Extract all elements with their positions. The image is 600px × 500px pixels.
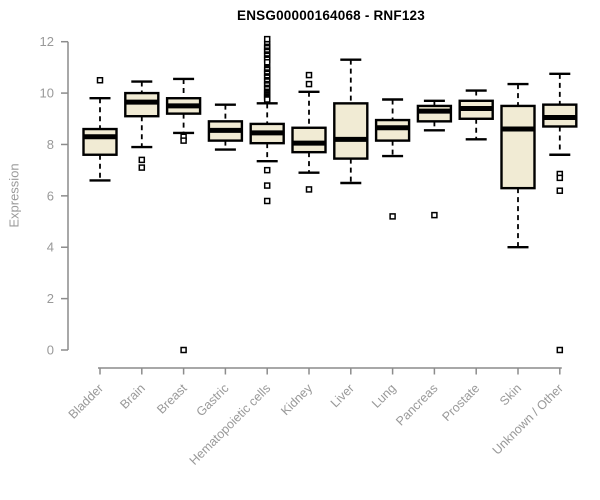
outlier-point [389, 213, 396, 220]
box-prostate [458, 89, 494, 141]
x-tick-label: Skin [497, 381, 524, 408]
x-tick-label: Kidney [278, 381, 315, 418]
iqr-box [333, 102, 369, 160]
box-bladder [82, 76, 118, 182]
outlier-point [263, 96, 271, 103]
x-tick-label: Breast [154, 381, 190, 417]
outlier-point [263, 197, 271, 205]
chart-title: ENSG00000164068 - RNF123 [237, 8, 425, 23]
outlier-point [263, 35, 271, 43]
x-tick-label: Bladder [66, 381, 106, 421]
box-brain [124, 80, 160, 171]
outlier-point [180, 346, 187, 354]
box-breast [165, 77, 202, 354]
iqr-box [82, 127, 118, 156]
x-tick-label: Pancreas [393, 381, 440, 428]
box-skin [500, 82, 536, 249]
x-tick-label: Hematopoietic cells [187, 381, 274, 468]
y-tick-label: 4 [47, 240, 54, 255]
x-tick-label: Liver [328, 381, 357, 410]
box-liver [333, 58, 369, 185]
y-tick-label: 10 [40, 86, 54, 101]
box-hematopoietic-cells [249, 35, 285, 205]
box-unknown-other [542, 72, 578, 354]
outlier-point [305, 186, 313, 193]
y-tick-label: 0 [47, 343, 54, 358]
x-tick-label: Gastric [194, 381, 232, 419]
box-pancreas [416, 99, 453, 219]
outlier-point [180, 137, 187, 144]
outlier-point [138, 156, 146, 164]
outlier-point [431, 211, 438, 219]
iqr-box [416, 104, 453, 123]
iqr-box [500, 104, 536, 190]
iqr-box [124, 91, 160, 118]
outlier-point [96, 76, 104, 84]
outlier-point [556, 346, 564, 354]
outlier-point [138, 164, 146, 171]
x-tick-label: Lung [369, 381, 399, 411]
outlier-point [263, 166, 271, 174]
box-lung [374, 98, 411, 220]
outlier-point [263, 182, 271, 189]
outlier-point [263, 59, 271, 66]
y-tick-label: 12 [40, 34, 54, 49]
y-tick-label: 2 [47, 291, 54, 306]
y-tick-label: 6 [47, 188, 54, 203]
x-tick-label: Prostate [439, 381, 482, 424]
x-tick-label: Brain [117, 381, 148, 412]
y-tick-label: 8 [47, 137, 54, 152]
x-tick-label: Unknown / Other [490, 381, 566, 457]
box-gastric [207, 103, 244, 151]
iqr-box [291, 126, 327, 154]
outlier-point [556, 174, 564, 182]
outlier-point [305, 71, 313, 79]
iqr-box [374, 118, 411, 142]
box-kidney [291, 71, 327, 193]
outlier-point [556, 187, 564, 194]
outlier-point [305, 80, 313, 88]
